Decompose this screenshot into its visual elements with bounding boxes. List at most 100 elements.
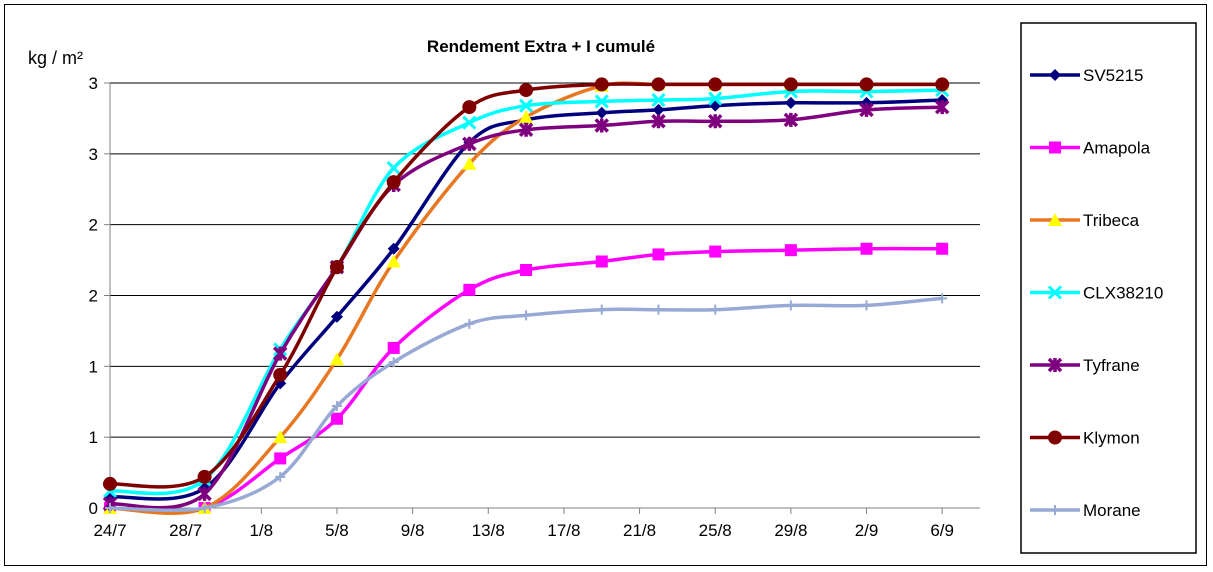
data-point-amapola [330,412,343,425]
y-ticks: 0 1 1 2 2 3 3 [89,74,110,518]
y-tick-label: 2 [89,216,98,235]
data-point-clx38210 [386,160,401,176]
data-point-sv5215 [652,103,665,116]
legend-label: Tyfrane [1083,356,1140,375]
data-point-tyfrane [651,114,666,129]
chart-title: Rendement Extra + I cumulé [427,37,655,56]
legend-label: Klymon [1083,429,1140,448]
data-point-tyfrane [934,99,950,115]
data-point-clx38210 [651,92,666,108]
x-tick-label: 17/8 [547,521,580,540]
data-point-amapola [709,245,722,258]
x-tick-label: 6/9 [930,521,954,540]
data-point-morane [710,304,721,315]
data-point-tyfrane [518,122,534,137]
legend-label: Tribeca [1083,211,1140,230]
data-point-tribeca [273,430,288,444]
data-point-morane [464,318,475,329]
legend-item-tyfrane: Tyfrane [1030,356,1140,375]
data-point-morane [937,293,948,304]
data-point-clx38210 [462,115,477,130]
data-point-tyfrane [197,486,212,502]
legend-label: Morane [1083,501,1141,520]
data-point-klymon [197,469,212,484]
data-point-klymon [783,77,798,92]
x-tick-label: 2/9 [855,521,879,540]
data-point-amapola [936,242,949,255]
x-tick-label: 1/8 [249,521,273,540]
series-sv5215 [104,94,949,503]
data-point-tyfrane [783,112,799,128]
legend: SV5215 Amapola Tribeca CLX38210 Tyfrane Klymo… [1030,66,1163,520]
data-point-morane [331,401,342,411]
data-point-klymon [651,77,666,92]
data-point-tribeca [386,254,401,268]
legend-label: CLX38210 [1083,284,1163,303]
legend-marker [1049,69,1061,81]
series-amapola [104,242,949,514]
x-tick-label: 29/8 [774,521,807,540]
data-point-tribeca [462,156,477,170]
data-point-tyfrane [594,118,609,133]
series-line-clx38210 [109,88,943,496]
data-point-klymon [859,77,874,92]
series-morane [105,293,948,513]
data-point-morane [653,304,664,315]
y-axis-label: kg / m² [28,48,83,68]
x-tick-label: 5/8 [325,521,349,540]
data-point-tribeca [519,110,534,123]
data-point-clx38210 [519,98,534,113]
series-line-tyfrane [109,105,943,510]
series-line-klymon [109,82,943,489]
series-clx38210 [102,83,950,499]
legend-item-klymon: Klymon [1030,429,1140,448]
data-point-sv5215 [595,106,608,119]
series-line-amapola [109,246,943,514]
legend-item-clx38210: CLX38210 [1030,284,1163,303]
legend-label: Amapola [1083,139,1151,158]
data-point-tyfrane [859,102,874,118]
data-point-clx38210 [708,91,723,106]
data-point-morane [388,357,399,368]
data-point-klymon [594,77,609,92]
legend-item-morane: Morane [1030,501,1141,520]
x-tick-label: 24/7 [93,521,126,540]
data-point-morane [596,304,607,315]
data-point-morane [105,503,115,513]
gridlines [110,82,980,438]
y-tick-label: 2 [89,287,98,306]
legend-marker [1048,430,1062,445]
data-point-amapola [860,242,873,255]
data-point-klymon [462,100,477,115]
data-point-amapola [784,244,797,257]
data-point-tyfrane [707,114,723,129]
data-point-klymon [935,77,950,92]
data-point-amapola [652,248,665,261]
legend-marker [1049,141,1061,154]
data-point-tribeca [329,352,344,366]
x-tick-label: 9/8 [401,521,425,540]
data-point-morane [199,503,210,513]
legend-item-tribeca: Tribeca [1030,211,1140,230]
y-tick-label: 3 [89,74,98,93]
legend-marker [1047,285,1063,300]
x-tick-label: 25/8 [699,521,732,540]
x-tick-label: 21/8 [623,521,656,540]
data-point-sv5215 [784,96,797,109]
y-tick-label: 1 [89,428,98,447]
data-point-amapola [520,264,533,276]
data-point-tyfrane [462,136,477,152]
data-point-tyfrane [272,346,288,361]
data-point-clx38210 [594,94,609,109]
series-line-morane [109,296,943,513]
legend-label: SV5215 [1083,66,1144,85]
series-layer [102,77,950,515]
data-point-klymon [103,476,117,491]
legend-item-amapola: Amapola [1030,139,1151,158]
data-point-morane [785,300,796,311]
data-point-amapola [595,255,608,268]
data-point-klymon [708,77,723,92]
data-point-amapola [463,283,476,296]
data-point-klymon [519,83,534,98]
x-tick-label: 28/7 [169,521,202,540]
